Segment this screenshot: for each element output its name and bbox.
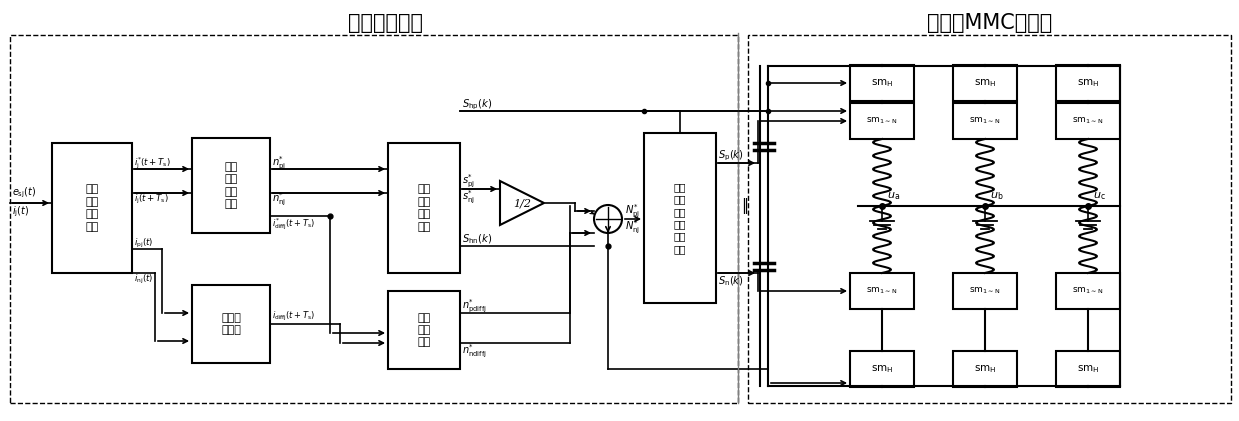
Text: 1/2: 1/2 — [513, 198, 532, 208]
Text: $\mathrm{sm}_{1\sim\mathrm{N}}$: $\mathrm{sm}_{1\sim\mathrm{N}}$ — [866, 116, 898, 126]
Text: 交流
电流
指标
函数: 交流 电流 指标 函数 — [224, 162, 238, 209]
Bar — [644, 133, 716, 303]
Text: $S_{\mathrm{hp}}(k)$: $S_{\mathrm{hp}}(k)$ — [462, 98, 492, 112]
Text: $\mathrm{sm}_{1\sim\mathrm{N}}$: $\mathrm{sm}_{1\sim\mathrm{N}}$ — [1072, 116, 1104, 126]
Text: 子模
块的
电容
电压
平衡
控制: 子模 块的 电容 电压 平衡 控制 — [674, 182, 686, 254]
Bar — [10, 35, 738, 403]
Text: $e_{\mathrm{sj}}(t)$: $e_{\mathrm{sj}}(t)$ — [12, 186, 36, 200]
Bar — [850, 65, 914, 101]
Text: 交流
电流
预测
模型: 交流 电流 预测 模型 — [85, 184, 99, 232]
Text: 环流
指标
函数: 环流 指标 函数 — [418, 313, 431, 347]
Text: $u_{\mathrm{a}}$: $u_{\mathrm{a}}$ — [887, 190, 901, 202]
Text: $N_{\mathrm{nj}}^{*}$: $N_{\mathrm{nj}}^{*}$ — [624, 218, 641, 236]
Text: $i_{\mathrm{pj}}(t)$: $i_{\mathrm{pj}}(t)$ — [134, 237, 154, 250]
Bar — [388, 291, 460, 369]
Bar — [850, 351, 914, 387]
Text: 混合型MMC主电路: 混合型MMC主电路 — [927, 13, 1053, 33]
Bar — [953, 273, 1017, 309]
Text: $s_{\mathrm{nj}}^{*}$: $s_{\mathrm{nj}}^{*}$ — [462, 188, 475, 206]
Text: $\mathrm{sm}_{1\sim\mathrm{N}}$: $\mathrm{sm}_{1\sim\mathrm{N}}$ — [866, 286, 898, 296]
Text: $\mathrm{sm}_{\mathrm{H}}$: $\mathrm{sm}_{\mathrm{H}}$ — [1077, 363, 1099, 375]
Bar — [192, 138, 270, 233]
Text: $u_{\mathrm{c}}$: $u_{\mathrm{c}}$ — [1093, 190, 1105, 202]
Text: $i_{\mathrm{j}}(t+T_{\mathrm{s}})$: $i_{\mathrm{j}}(t+T_{\mathrm{s}})$ — [134, 192, 169, 205]
Text: 模型预测控制: 模型预测控制 — [347, 13, 422, 33]
Text: $n_{\mathrm{pdiffj}}^{*}$: $n_{\mathrm{pdiffj}}^{*}$ — [462, 297, 487, 315]
Text: $S_{\mathrm{p}}(k)$: $S_{\mathrm{p}}(k)$ — [717, 149, 743, 163]
Text: $n_{\mathrm{pj}}^{*}$: $n_{\mathrm{pj}}^{*}$ — [273, 155, 286, 172]
Bar — [192, 285, 270, 363]
Bar — [1056, 351, 1120, 387]
Bar — [388, 143, 460, 273]
Bar — [52, 143, 133, 273]
Text: $i_{\mathrm{nj}}(t)$: $i_{\mathrm{nj}}(t)$ — [134, 272, 154, 285]
Text: $\mathrm{sm}_{1\sim\mathrm{N}}$: $\mathrm{sm}_{1\sim\mathrm{N}}$ — [969, 286, 1001, 296]
Text: $\mathrm{sm}_{1\sim\mathrm{N}}$: $\mathrm{sm}_{1\sim\mathrm{N}}$ — [969, 116, 1001, 126]
Bar — [1056, 65, 1120, 101]
Bar — [953, 351, 1017, 387]
Text: $\mathrm{sm}_{1\sim\mathrm{N}}$: $\mathrm{sm}_{1\sim\mathrm{N}}$ — [1072, 286, 1104, 296]
Text: $n_{\mathrm{nj}}^{*}$: $n_{\mathrm{nj}}^{*}$ — [273, 190, 286, 208]
Text: $\mathrm{sm}_{\mathrm{H}}$: $\mathrm{sm}_{\mathrm{H}}$ — [974, 363, 996, 375]
Bar — [1056, 103, 1120, 139]
Text: $i^{*}_{\mathrm{diffj}}(t+T_{\mathrm{s}})$: $i^{*}_{\mathrm{diffj}}(t+T_{\mathrm{s}}… — [273, 216, 316, 232]
Text: $\mathrm{sm}_{\mathrm{H}}$: $\mathrm{sm}_{\mathrm{H}}$ — [1077, 77, 1099, 89]
Bar — [850, 273, 914, 309]
Bar — [850, 103, 914, 139]
Text: $i_{\mathrm{j}}(t)$: $i_{\mathrm{j}}(t)$ — [12, 205, 30, 219]
Text: $u_{\mathrm{b}}$: $u_{\mathrm{b}}$ — [990, 190, 1004, 202]
Text: 环流预
测模型: 环流预 测模型 — [221, 313, 240, 335]
Bar — [1056, 273, 1120, 309]
Text: $\mathrm{sm}_{\mathrm{H}}$: $\mathrm{sm}_{\mathrm{H}}$ — [974, 77, 996, 89]
Bar — [953, 103, 1017, 139]
Text: $S_{\mathrm{n}}(k)$: $S_{\mathrm{n}}(k)$ — [717, 274, 743, 288]
Bar — [748, 35, 1232, 403]
Text: $i_{\mathrm{diffj}}(t+T_{\mathrm{s}})$: $i_{\mathrm{diffj}}(t+T_{\mathrm{s}})$ — [273, 309, 316, 322]
Text: 全桥
模块
控制
算法: 全桥 模块 控制 算法 — [418, 184, 431, 232]
Text: $i_{\mathrm{j}}^{*}(t+T_{\mathrm{s}})$: $i_{\mathrm{j}}^{*}(t+T_{\mathrm{s}})$ — [134, 155, 171, 171]
Text: $S_{\mathrm{hn}}(k)$: $S_{\mathrm{hn}}(k)$ — [462, 232, 492, 246]
Bar — [953, 65, 1017, 101]
Text: $\mathrm{sm}_{\mathrm{H}}$: $\mathrm{sm}_{\mathrm{H}}$ — [871, 77, 893, 89]
Text: $\mathsf{|}{\!}\mathsf{|}$: $\mathsf{|}{\!}\mathsf{|}$ — [741, 196, 748, 216]
Text: $N_{\mathrm{pj}}^{*}$: $N_{\mathrm{pj}}^{*}$ — [624, 203, 641, 220]
Text: $\mathrm{sm}_{\mathrm{H}}$: $\mathrm{sm}_{\mathrm{H}}$ — [871, 363, 893, 375]
Text: $n_{\mathrm{ndiffj}}^{*}$: $n_{\mathrm{ndiffj}}^{*}$ — [462, 342, 487, 360]
Text: $s_{\mathrm{pj}}^{*}$: $s_{\mathrm{pj}}^{*}$ — [462, 172, 475, 190]
